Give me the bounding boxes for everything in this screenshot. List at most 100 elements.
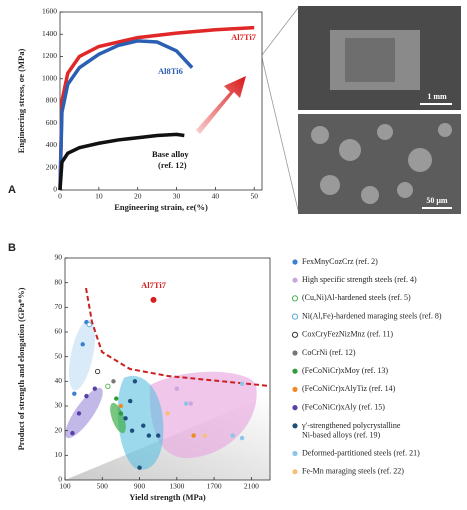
legend-label: Ni(Al,Fe)-hardened maraging steels (ref.…: [302, 311, 442, 320]
data-point: [147, 433, 151, 437]
data-point: [240, 436, 244, 440]
data-point: [175, 387, 179, 391]
data-point: [141, 424, 145, 428]
y-tick-label: 60: [55, 327, 63, 336]
y-tick-label: 600: [46, 118, 58, 127]
legend-label: CoxCryFezNizMnz (ref. 11): [302, 330, 393, 339]
y-tick-label: 80: [55, 277, 63, 286]
legend-label: (FeCoNiCr)xAly (ref. 15): [302, 402, 385, 411]
arrow: [196, 76, 246, 134]
x-axis-title: Engineering strain, εe(%): [114, 202, 208, 212]
legend-marker: [292, 369, 297, 374]
scale-label: 50 μm: [426, 196, 448, 205]
legend-marker: [292, 350, 297, 355]
trend-line: [86, 288, 270, 386]
y-tick-label: 1600: [42, 7, 57, 16]
data-point: [84, 394, 88, 398]
data-point: [156, 433, 160, 437]
highlight-point: [151, 297, 157, 303]
legend-marker: [292, 332, 297, 337]
legend-marker: [292, 405, 297, 410]
data-point: [81, 342, 85, 346]
x-tick-label: 10: [95, 192, 103, 201]
data-point: [119, 411, 123, 415]
data-point: [203, 433, 207, 437]
x-tick-label: 0: [58, 192, 62, 201]
legend-marker: [292, 296, 297, 301]
data-point: [119, 404, 123, 408]
curve-label: Base alloy: [152, 149, 189, 159]
legend-label: (Cu,Ni)Al-hardened steels (ref. 5): [302, 293, 411, 302]
fracture-image-detail: [345, 38, 395, 82]
data-point: [111, 379, 115, 383]
data-point: [93, 387, 97, 391]
x-tick-label: 1700: [207, 482, 222, 491]
data-point: [240, 382, 244, 386]
legend-label: Deformed-partitioned steels (ref. 21): [302, 448, 420, 457]
panel-label: B: [8, 242, 16, 254]
x-tick-label: 40: [212, 192, 220, 201]
legend-label: Fe-Mn maraging steels (ref. 22): [302, 467, 404, 476]
y-tick-label: 800: [46, 96, 58, 105]
figure: 1 mm 50 μm 01020304050020040060080010001…: [0, 0, 467, 510]
data-point: [184, 401, 188, 405]
y-tick-label: 40: [55, 376, 63, 385]
data-point: [106, 384, 110, 388]
data-point: [128, 399, 132, 403]
y-tick-label: 50: [55, 351, 63, 360]
x-tick-label: 30: [173, 192, 181, 201]
data-point: [165, 411, 169, 415]
x-axis-title: Yield strength (MPa): [129, 492, 206, 502]
y-tick-label: 0: [53, 185, 57, 194]
data-point: [72, 391, 76, 395]
x-tick-label: 2100: [244, 482, 259, 491]
data-point: [133, 379, 137, 383]
legend-marker: [292, 259, 297, 264]
curve-label: Al7Ti7: [231, 32, 257, 42]
annotation: (ref. 12): [158, 160, 187, 170]
data-point: [95, 369, 99, 373]
legend-label: FexMnyCozCrz (ref. 2): [302, 257, 378, 266]
connector: [262, 8, 298, 55]
data-point: [87, 322, 91, 326]
legend-label: High specific strength steels (ref. 4): [302, 275, 417, 284]
legend-marker: [292, 387, 297, 392]
data-point: [137, 465, 141, 469]
legend-marker: [292, 451, 297, 456]
y-axis-title: Engineering stress, σe (MPa): [16, 49, 26, 154]
highlight-label: Al7Ti7: [141, 280, 167, 290]
y-tick-label: 1000: [42, 73, 57, 82]
region: [59, 383, 108, 442]
legend-marker: [292, 314, 297, 319]
y-tick-label: 30: [55, 401, 63, 410]
y-tick-label: 200: [46, 162, 58, 171]
x-tick-label: 500: [97, 482, 109, 491]
y-tick-label: 1400: [42, 29, 57, 38]
data-point: [114, 396, 118, 400]
legend-marker: [292, 469, 297, 474]
scale-label: 1 mm: [427, 92, 447, 101]
y-tick-label: 0: [58, 475, 62, 484]
y-tick-label: 1200: [42, 51, 57, 60]
data-point: [130, 428, 134, 432]
data-point: [189, 401, 193, 405]
panel-label: A: [8, 184, 16, 196]
legend-label: (FeCoNiCr)xAlyTiz (ref. 14): [302, 384, 396, 393]
connector: [262, 58, 298, 210]
legend-label: CoCrNi (ref. 12): [302, 348, 356, 357]
y-tick-label: 70: [55, 302, 63, 311]
y-tick-label: 20: [55, 425, 63, 434]
x-tick-label: 20: [134, 192, 142, 201]
legend-label: (FeCoNiCr)xMoy (ref. 13): [302, 366, 388, 375]
y-tick-label: 400: [46, 140, 58, 149]
y-tick-label: 10: [55, 450, 63, 459]
data-point: [123, 416, 127, 420]
curve-label: Al8Ti6: [158, 66, 183, 76]
y-axis-title: Product of strength and elongation (GPa*…: [16, 287, 26, 450]
x-tick-label: 1300: [169, 482, 184, 491]
data-point: [231, 433, 235, 437]
legend-marker: [292, 278, 297, 283]
data-point: [191, 433, 195, 437]
y-tick-label: 90: [55, 253, 63, 262]
